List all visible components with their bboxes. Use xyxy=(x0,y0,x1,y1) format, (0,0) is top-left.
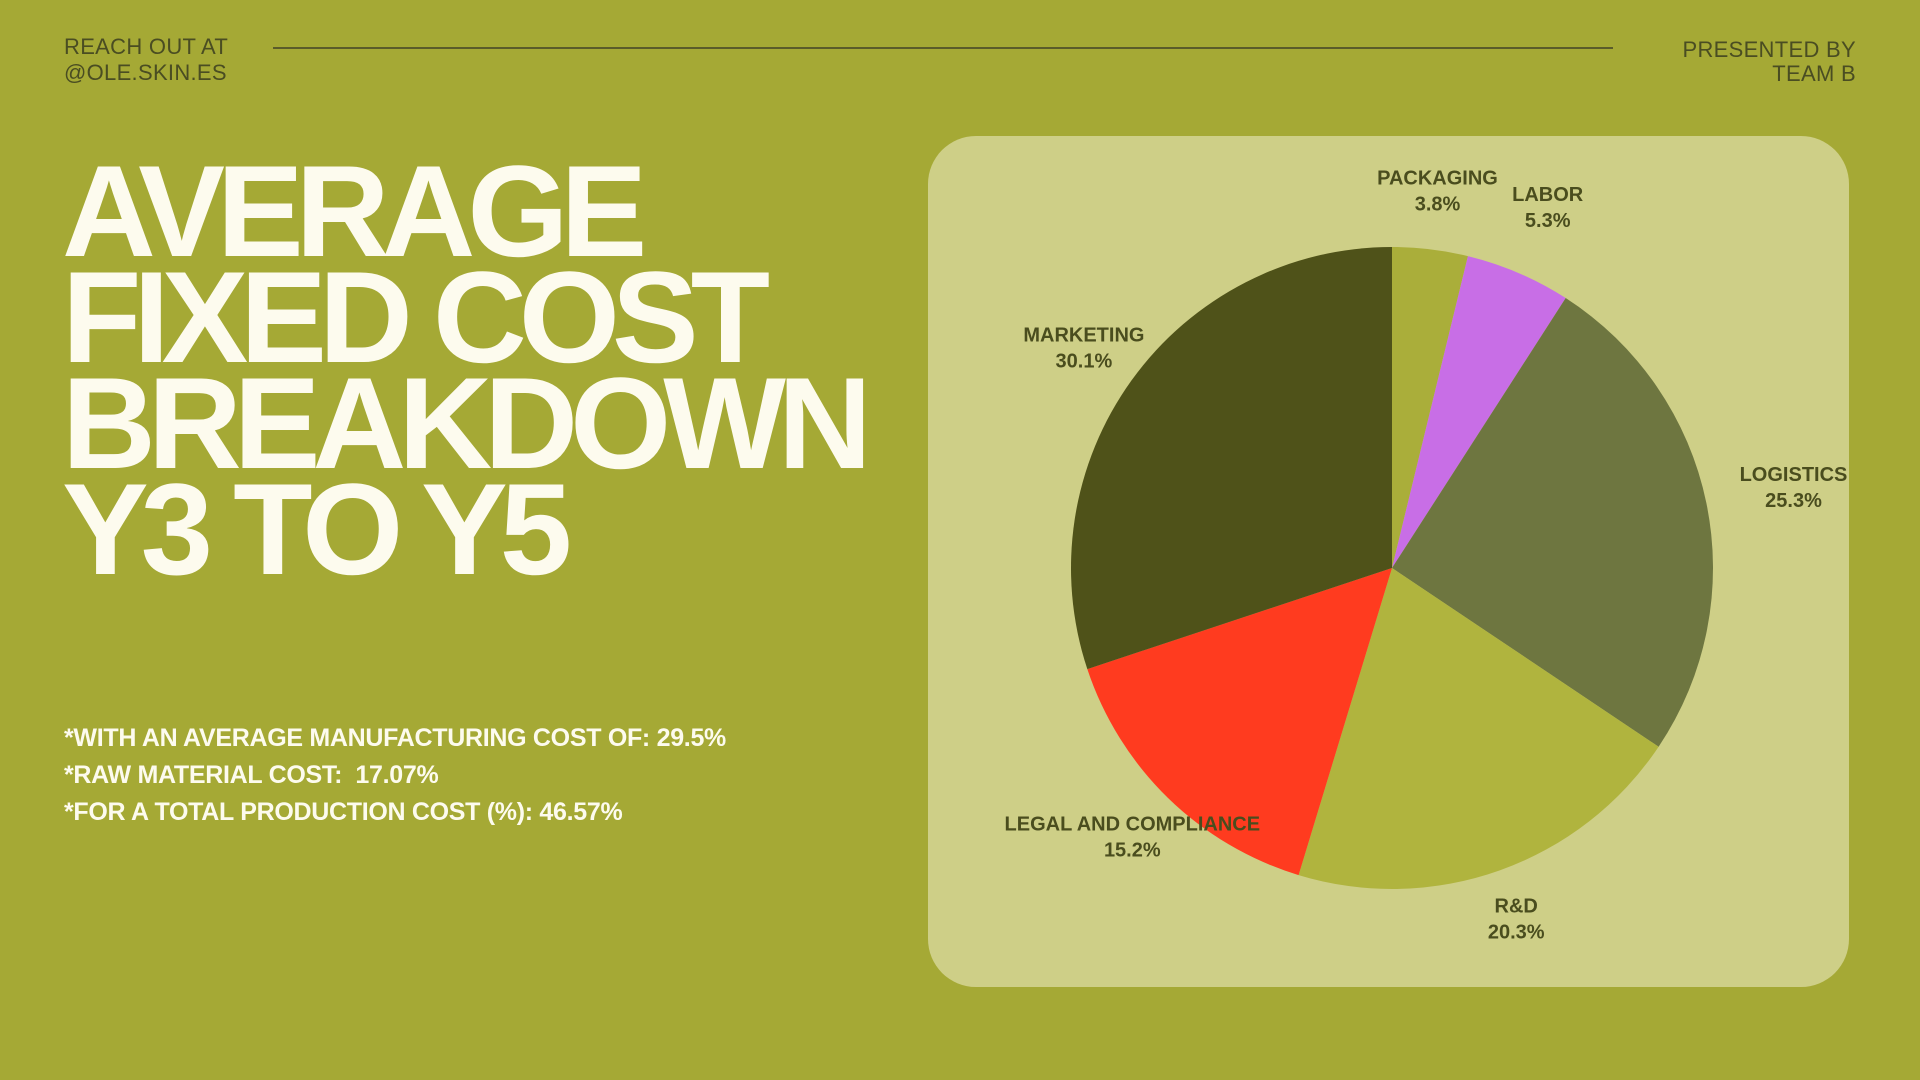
slice-label-legal-and-compliance: LEGAL AND COMPLIANCE xyxy=(1005,813,1261,835)
pie-slice-marketing xyxy=(1071,247,1392,670)
slice-value-r-d: 20.3% xyxy=(1488,922,1545,944)
slice-label-packaging: PACKAGING xyxy=(1377,168,1498,190)
presenter-line-1: PRESENTED BY xyxy=(1682,37,1856,62)
header-divider xyxy=(273,47,1613,49)
contact-line-1: REACH OUT AT xyxy=(64,34,229,59)
pie-slice-r-d xyxy=(1298,568,1659,889)
pie-slice-packaging xyxy=(1392,247,1468,568)
title-line-4: Y3 TO Y5 xyxy=(62,456,572,602)
pie-slice-logistics xyxy=(1392,298,1713,747)
contact-handle: @OLE.SKIN.ES xyxy=(64,60,227,85)
pie-labels: PACKAGING 3.8% LABOR 5.3% LOGISTICS 25.3% R&D 2… xyxy=(1005,168,1848,944)
slice-label-logistics: LOGISTICS xyxy=(1740,464,1848,486)
title-line-3: BREAKDOWN xyxy=(62,350,872,496)
presenter-info: PRESENTED BY TEAM B xyxy=(1682,38,1856,86)
slice-label-r-d: R&D xyxy=(1495,896,1538,918)
note-raw-material: *RAW MATERIAL COST: 17.07% xyxy=(64,761,439,789)
slice-value-packaging: 3.8% xyxy=(1415,194,1461,216)
note-manufacturing: *WITH AN AVERAGE MANUFACTURING COST OF: … xyxy=(64,724,726,752)
contact-info: REACH OUT AT @OLE.SKIN.ES xyxy=(64,34,228,86)
cost-notes: *WITH AN AVERAGE MANUFACTURING COST OF: … xyxy=(64,720,726,831)
slice-value-labor: 5.3% xyxy=(1525,210,1571,232)
slice-value-logistics: 25.3% xyxy=(1765,490,1822,512)
slice-value-marketing: 30.1% xyxy=(1056,351,1113,373)
slice-value-legal-and-compliance: 15.2% xyxy=(1104,839,1161,861)
note-total-production: *FOR A TOTAL PRODUCTION COST (%): 46.57% xyxy=(64,798,623,826)
presenter-team: TEAM B xyxy=(1772,61,1856,86)
chart-card: PACKAGING 3.8% LABOR 5.3% LOGISTICS 25.3% R&D 2… xyxy=(928,136,1849,987)
slice-label-labor: LABOR xyxy=(1512,184,1584,206)
title-line-1: AVERAGE xyxy=(62,138,647,284)
pie-slice-labor xyxy=(1392,256,1566,568)
page-title: AVERAGE FIXED COST BREAKDOWN Y3 TO Y5 xyxy=(62,138,872,602)
pie-slices xyxy=(1071,247,1713,889)
title-line-2: FIXED COST xyxy=(62,244,770,390)
slice-label-marketing: MARKETING xyxy=(1023,325,1144,347)
pie-chart: PACKAGING 3.8% LABOR 5.3% LOGISTICS 25.3% R&D 2… xyxy=(1005,168,1848,944)
pie-slice-legal-and-compliance xyxy=(1087,568,1392,876)
